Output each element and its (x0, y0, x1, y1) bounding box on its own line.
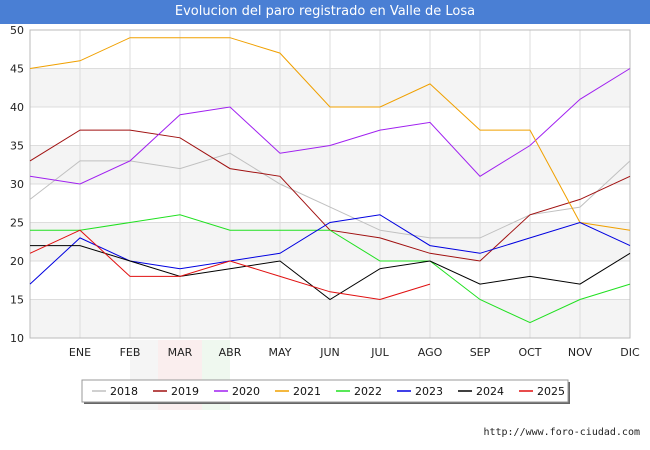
legend-label-2018: 2018 (110, 385, 138, 398)
series-line-2020 (29, 68, 631, 185)
y-tick-label: 45 (10, 63, 24, 76)
legend-label-2021: 2021 (293, 385, 321, 398)
legend-label-2023: 2023 (415, 385, 443, 398)
legend-label-2019: 2019 (171, 385, 199, 398)
x-tick-label: FEB (120, 346, 141, 359)
x-tick-label: ABR (219, 346, 242, 359)
y-tick-label: 35 (10, 140, 24, 153)
x-tick-label: DIC (620, 346, 640, 359)
x-tick-label: JUL (370, 346, 389, 359)
legend-label-2025: 2025 (537, 385, 565, 398)
chart-title: Evolucion del paro registrado en Valle d… (0, 0, 650, 24)
series-line-2022 (30, 214, 631, 324)
y-tick-label: 10 (10, 332, 24, 345)
series-lines (29, 37, 631, 324)
y-tick-label: 40 (10, 101, 24, 114)
series-line-2024 (30, 245, 631, 301)
x-tick-label: OCT (518, 346, 541, 359)
y-tick-label: 30 (10, 178, 24, 191)
source-credit: http://www.foro-ciudad.com (483, 427, 640, 438)
x-tick-label: ENE (69, 346, 91, 359)
x-tick-label: MAR (168, 346, 193, 359)
x-axis-tick-labels: ENE FEB MAR ABR MAY JUN JUL AGO SEP OCT NOV DIC (69, 346, 640, 359)
x-tick-label: JUN (319, 346, 340, 359)
legend: 2018 2019 2020 2021 2022 2023 2024 2025 (81, 379, 570, 404)
series-line-2025 (29, 229, 431, 301)
y-axis-tick-labels: 10 15 20 25 30 35 40 45 50 (10, 24, 24, 345)
legend-label-2024: 2024 (476, 385, 504, 398)
x-tick-label: SEP (470, 346, 491, 359)
y-tick-label: 25 (10, 217, 24, 230)
y-tick-label: 15 (10, 294, 24, 307)
legend-label-2022: 2022 (354, 385, 382, 398)
x-tick-label: MAY (269, 346, 292, 359)
x-tick-label: NOV (568, 346, 593, 359)
y-tick-label: 20 (10, 255, 24, 268)
legend-box (81, 379, 569, 403)
plot-area-border (29, 29, 631, 339)
x-tick-label: AGO (418, 346, 443, 359)
y-tick-label: 50 (10, 24, 24, 37)
legend-label-2020: 2020 (232, 385, 260, 398)
series-line-2021 (29, 37, 631, 231)
